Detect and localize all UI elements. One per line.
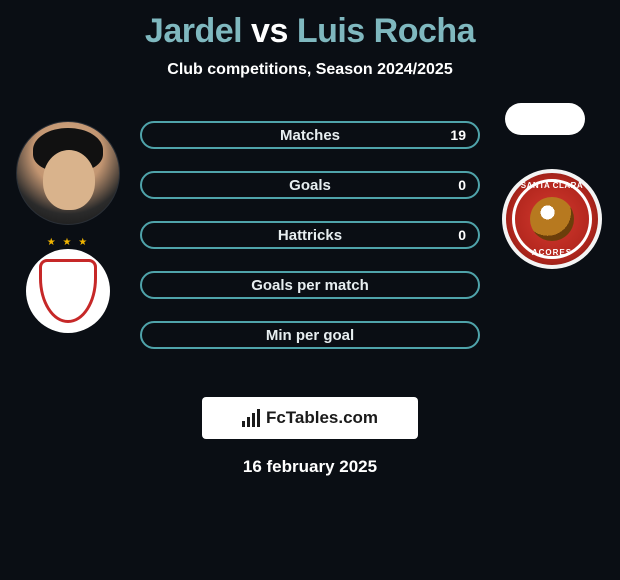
stat-label: Matches — [280, 127, 340, 144]
stat-label: Goals per match — [251, 277, 369, 294]
crest-text-bottom: AÇORES — [506, 248, 598, 257]
crest-text-top: SANTA CLARA — [506, 181, 598, 190]
watermark-text: FcTables.com — [266, 408, 378, 428]
stat-pill-matches: Matches 19 — [140, 121, 480, 149]
comparison-body: ★ ★ ★ SANTA CLARA AÇORES Matches 19 Goal… — [0, 121, 620, 381]
watermark-badge: FcTables.com — [202, 397, 418, 439]
player2-photo — [505, 103, 585, 135]
player1-club-crest: ★ ★ ★ — [26, 249, 110, 333]
right-column: SANTA CLARA AÇORES — [492, 121, 612, 269]
player2-name: Luis Rocha — [297, 12, 475, 50]
stat-pill-goals-per-match: Goals per match — [140, 271, 480, 299]
stat-value-right: 0 — [458, 227, 466, 243]
stat-label: Min per goal — [266, 327, 354, 344]
stat-pill-list: Matches 19 Goals 0 Hattricks 0 Goals per… — [140, 121, 480, 349]
stat-label: Hattricks — [278, 227, 342, 244]
stat-value-right: 0 — [458, 177, 466, 193]
player1-name: Jardel — [145, 12, 242, 50]
subtitle: Club competitions, Season 2024/2025 — [0, 61, 620, 79]
stat-pill-hattricks: Hattricks 0 — [140, 221, 480, 249]
player2-club-crest: SANTA CLARA AÇORES — [502, 169, 602, 269]
stat-label: Goals — [289, 177, 331, 194]
crest-stars-icon: ★ ★ ★ — [26, 237, 110, 248]
bar-chart-icon — [242, 409, 260, 427]
stat-pill-min-per-goal: Min per goal — [140, 321, 480, 349]
left-column: ★ ★ ★ — [8, 121, 128, 333]
player1-photo — [16, 121, 120, 225]
comparison-title: Jardel vs Luis Rocha — [0, 0, 620, 51]
shield-icon — [39, 259, 97, 323]
stat-pill-goals: Goals 0 — [140, 171, 480, 199]
stat-value-right: 19 — [450, 127, 466, 143]
vs-label: vs — [251, 12, 288, 50]
snapshot-date: 16 february 2025 — [0, 457, 620, 477]
